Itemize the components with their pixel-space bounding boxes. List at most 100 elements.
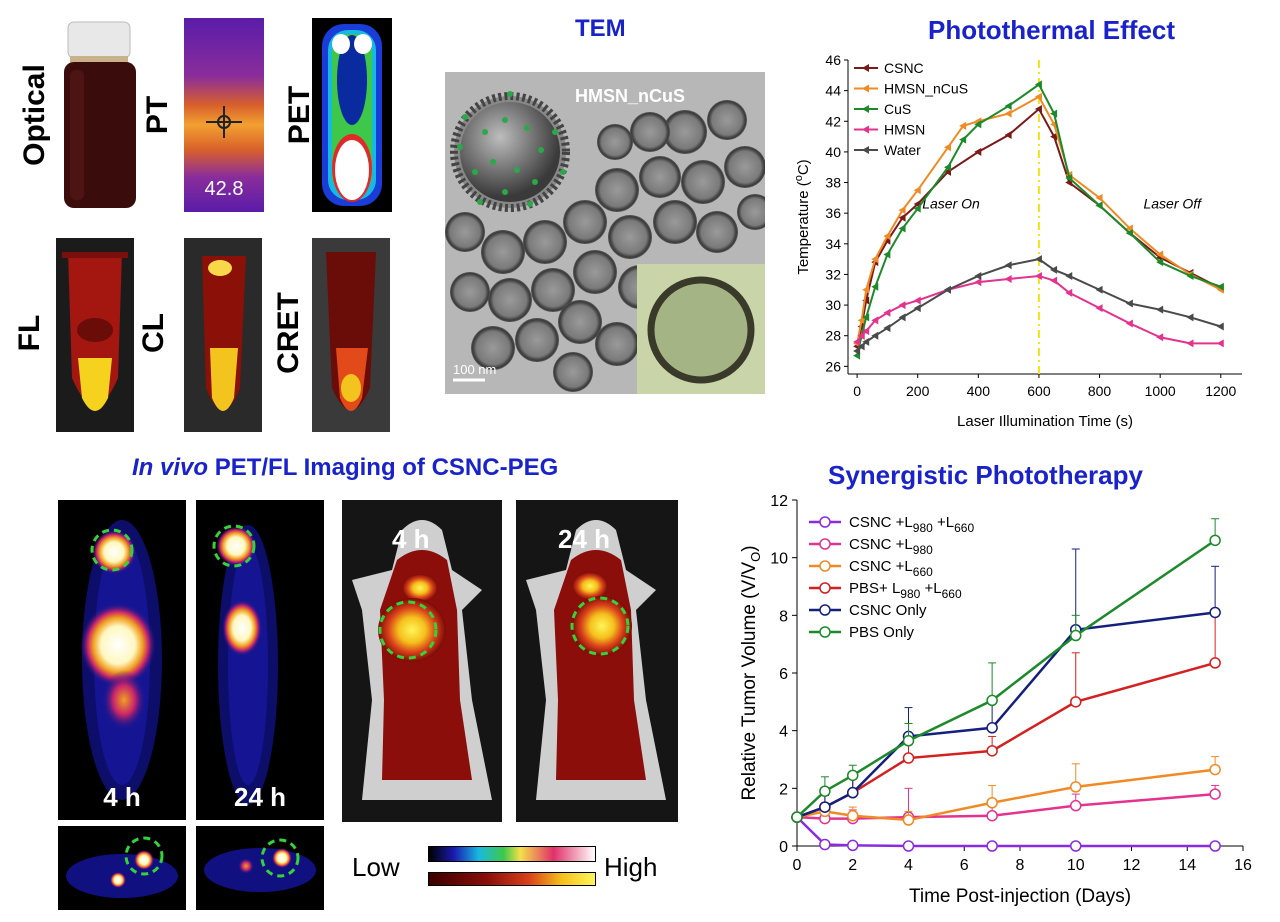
label-pt: PT [141,95,174,135]
y-tick-label: 6 [779,666,788,683]
data-point [1209,606,1221,619]
fl-tube-image [56,238,134,432]
data-point [1034,92,1042,101]
data-point [898,301,906,310]
data-point [944,285,952,294]
data-point [1095,285,1103,294]
scale-high-label: High [604,852,658,882]
data-point [853,347,861,356]
data-point [1156,333,1164,342]
data-point [1065,173,1073,182]
y-axis-label: Temperature (oC) [793,159,812,274]
data-point [974,147,982,156]
data-point [913,204,921,213]
fl-mouse-24h-image: 24 h [516,500,678,822]
pet-tube-image [312,18,392,212]
y-tick-label: 0 [779,839,788,856]
data-point [1125,299,1133,308]
x-tick-label: 0 [853,383,861,399]
label-cret: CRET [272,292,305,374]
data-point [871,316,879,325]
y-tick-label: 44 [825,83,841,99]
data-point [898,313,906,322]
data-point [1095,201,1103,210]
data-point [986,809,998,822]
data-point [1065,288,1073,297]
fl-mouse-4h-image: 4 h [342,500,502,822]
pet-tumor-4h-image [58,826,186,910]
y-tick-label: 26 [825,358,841,374]
pet-tumor-24h-image [196,826,324,910]
data-point [847,839,859,852]
data-point [862,285,870,294]
data-point [1070,781,1082,793]
data-point [986,797,998,809]
data-point [1156,305,1164,314]
data-point [871,282,879,291]
data-point [883,250,891,259]
data-point [883,232,891,241]
legend-marker [862,64,869,72]
legend-label: CSNC +L980 +L660 [849,514,974,535]
data-point [862,327,870,336]
data-point [1209,763,1221,776]
data-point [1004,109,1012,118]
label-cl: CL [137,313,170,353]
x-tick-label: 6 [960,857,969,874]
x-tick-label: 16 [1234,857,1252,874]
x-tick-label: 200 [906,383,930,399]
pet-24h-label: 24 h [233,782,287,812]
data-point [974,278,982,287]
data-point [883,308,891,317]
data-point [791,811,803,823]
x-tick-label: 600 [1027,383,1051,399]
data-point [1034,105,1042,114]
legend-label: CuS [884,101,911,117]
data-point [1050,132,1058,141]
series-line-hmsn [856,274,1221,345]
data-point [1209,840,1221,852]
data-point [1034,255,1042,264]
data-point [1186,271,1194,280]
data-point [1050,265,1058,274]
laser-on-label: Laser On [922,196,980,212]
x-tick-label: 14 [1178,857,1196,874]
y-tick-label: 2 [779,781,788,798]
data-point [913,186,921,195]
pt-thermal-image: 42.8 [184,18,264,212]
fl-24h-label: 24 h [558,524,611,554]
data-point [1065,271,1073,280]
legend-label: HMSN [884,122,925,138]
tem-micrograph: HMSN_nCuS 100 nm [445,72,765,394]
data-point [857,316,865,325]
x-tick-label: 1200 [1205,383,1236,399]
y-tick-label: 8 [779,608,788,625]
tem-particle-label: HMSN_nCuS [575,86,686,106]
legend-marker [819,560,831,572]
data-point [902,840,915,852]
invivo-title-italic: In vivo [132,454,209,481]
data-point [898,206,906,215]
data-point [819,801,831,813]
scale-low-label: Low [352,852,400,882]
cl-tube-image [184,238,262,432]
legend-marker [862,105,869,113]
cret-tube-image [312,238,390,432]
x-tick-label: 0 [793,857,802,874]
x-tick-label: 800 [1088,383,1112,399]
series-line [796,816,1216,848]
data-point [1070,696,1082,708]
label-fl: FL [13,314,46,352]
optical-vial-image [60,18,140,212]
data-point [883,324,891,333]
data-point [898,224,906,233]
data-point [1070,629,1082,642]
y-tick-label: 34 [825,236,841,252]
data-point [913,304,921,313]
legend-marker [819,582,831,594]
data-point [871,255,879,264]
synergistic-chart: 0 2 4 6 8 10 12 0 2 4 6 8 10 12 14 16 Time Post-injectio… [739,493,1252,907]
data-point [959,121,967,130]
x-tick-label: 12 [1123,857,1141,874]
data-point [871,331,879,340]
